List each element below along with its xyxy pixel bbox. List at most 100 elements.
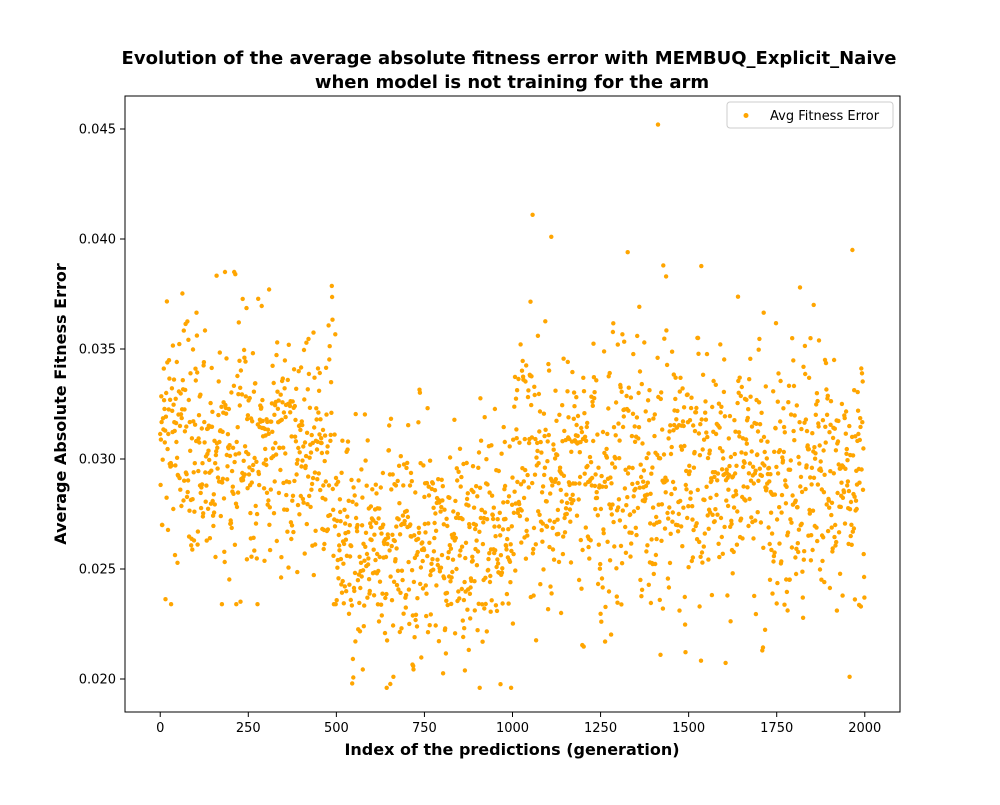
data-point bbox=[464, 496, 470, 502]
data-point bbox=[651, 571, 656, 577]
data-point bbox=[172, 552, 178, 558]
data-point bbox=[295, 569, 300, 575]
data-point bbox=[843, 431, 848, 436]
data-point bbox=[498, 553, 504, 558]
data-point bbox=[388, 416, 394, 421]
data-point bbox=[560, 551, 566, 557]
data-point bbox=[778, 378, 783, 384]
data-point bbox=[818, 459, 823, 464]
data-point bbox=[691, 465, 697, 470]
data-point bbox=[800, 595, 805, 600]
data-point bbox=[471, 489, 476, 495]
data-point bbox=[575, 433, 580, 439]
data-point bbox=[630, 481, 635, 487]
data-point bbox=[199, 482, 205, 487]
data-point bbox=[797, 461, 802, 466]
data-point bbox=[795, 541, 800, 546]
data-point bbox=[229, 468, 235, 474]
data-point bbox=[682, 622, 688, 627]
data-point bbox=[160, 457, 165, 462]
y-tick-label: 0.020 bbox=[79, 673, 116, 688]
data-point bbox=[568, 560, 574, 565]
data-point bbox=[433, 511, 438, 516]
data-point bbox=[352, 588, 357, 594]
data-point bbox=[545, 459, 550, 464]
data-point bbox=[162, 440, 167, 445]
data-point bbox=[246, 472, 252, 477]
data-point bbox=[504, 547, 509, 552]
data-point bbox=[637, 369, 643, 374]
data-point bbox=[588, 538, 593, 543]
data-point bbox=[672, 486, 678, 491]
data-point bbox=[687, 469, 692, 474]
data-point bbox=[333, 475, 339, 481]
data-point bbox=[563, 506, 569, 511]
data-point bbox=[292, 403, 297, 409]
data-point bbox=[404, 465, 409, 471]
data-point bbox=[680, 386, 685, 391]
data-point bbox=[499, 451, 504, 456]
data-point bbox=[622, 486, 628, 491]
data-point bbox=[695, 335, 701, 341]
data-point bbox=[349, 477, 354, 483]
data-point bbox=[511, 551, 516, 557]
data-point bbox=[201, 360, 207, 365]
data-point bbox=[594, 490, 599, 495]
data-point bbox=[615, 600, 620, 605]
data-point bbox=[200, 514, 206, 519]
data-point bbox=[844, 446, 849, 452]
data-point bbox=[767, 479, 772, 484]
data-point bbox=[688, 496, 693, 501]
data-point bbox=[202, 328, 208, 333]
data-point bbox=[174, 455, 180, 460]
data-point bbox=[235, 425, 240, 430]
data-point bbox=[739, 450, 744, 455]
data-point bbox=[530, 212, 535, 217]
data-point bbox=[191, 470, 196, 475]
data-point bbox=[514, 388, 520, 393]
data-point bbox=[853, 498, 859, 503]
data-point bbox=[570, 492, 575, 497]
data-point bbox=[287, 403, 293, 409]
data-point bbox=[556, 559, 562, 565]
data-point bbox=[822, 472, 827, 477]
data-point bbox=[278, 392, 283, 397]
data-point bbox=[259, 405, 264, 410]
x-tick-label: 1000 bbox=[496, 721, 529, 736]
data-point bbox=[311, 572, 316, 578]
data-point bbox=[322, 541, 327, 547]
data-point bbox=[294, 386, 299, 391]
x-tick-label: 1500 bbox=[672, 721, 705, 736]
data-point bbox=[734, 542, 740, 547]
data-point bbox=[373, 482, 378, 487]
data-point bbox=[365, 438, 370, 443]
data-point bbox=[250, 419, 255, 424]
data-point bbox=[436, 477, 441, 482]
data-point bbox=[594, 495, 600, 501]
data-point bbox=[622, 339, 627, 344]
data-point bbox=[536, 391, 542, 397]
data-point bbox=[195, 370, 200, 375]
data-point bbox=[465, 607, 470, 612]
data-point bbox=[406, 587, 412, 592]
data-point bbox=[739, 384, 744, 390]
data-point bbox=[583, 525, 588, 530]
data-point bbox=[454, 566, 459, 572]
data-point bbox=[655, 355, 660, 360]
data-point bbox=[512, 404, 517, 409]
data-point bbox=[378, 602, 384, 607]
data-point bbox=[684, 487, 689, 492]
data-point bbox=[184, 472, 189, 477]
data-point bbox=[523, 467, 528, 473]
data-point bbox=[823, 424, 828, 429]
data-point bbox=[502, 483, 508, 489]
data-point bbox=[183, 387, 188, 393]
data-point bbox=[861, 551, 866, 557]
data-point bbox=[837, 571, 843, 576]
data-point bbox=[840, 593, 845, 598]
data-point bbox=[518, 482, 524, 487]
data-point bbox=[276, 398, 281, 403]
data-point bbox=[630, 465, 635, 471]
data-point bbox=[413, 490, 418, 495]
data-point bbox=[564, 500, 570, 506]
